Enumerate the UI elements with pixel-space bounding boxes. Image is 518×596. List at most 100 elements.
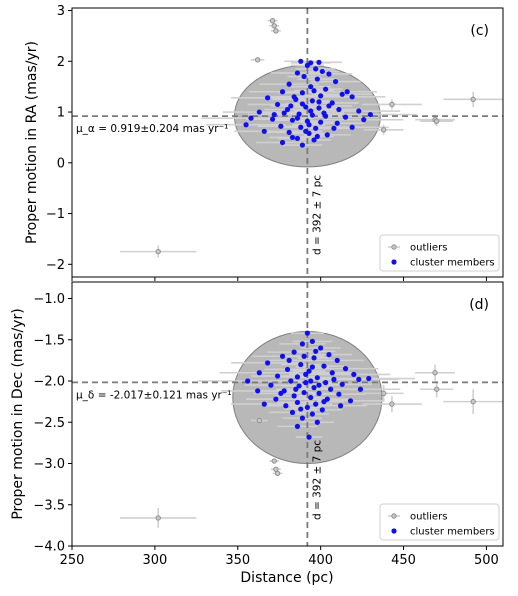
member-point bbox=[289, 409, 296, 415]
member-point bbox=[303, 104, 309, 110]
member-point bbox=[274, 101, 281, 108]
member-point bbox=[268, 382, 274, 388]
legend-member-marker bbox=[391, 259, 397, 265]
member-point bbox=[278, 390, 284, 396]
member-point bbox=[318, 345, 324, 351]
member-point bbox=[256, 370, 262, 376]
distance-annotation: d = 392 ± 7 pc bbox=[311, 440, 323, 520]
member-point bbox=[349, 124, 355, 130]
y-tick-label: −3.0 bbox=[33, 457, 65, 472]
member-point bbox=[245, 378, 251, 384]
legend-box bbox=[379, 503, 500, 541]
legend-outliers-label: outliers bbox=[410, 512, 447, 523]
member-point bbox=[311, 385, 317, 391]
member-point bbox=[329, 370, 335, 376]
y-tick-label: −4.0 bbox=[33, 540, 65, 555]
member-point bbox=[273, 396, 279, 402]
member-point bbox=[308, 84, 314, 90]
member-point bbox=[347, 398, 354, 404]
outlier-point bbox=[470, 398, 476, 405]
member-point bbox=[283, 403, 289, 409]
member-point bbox=[288, 378, 294, 384]
member-point bbox=[301, 353, 307, 359]
member-point bbox=[308, 378, 314, 384]
y-tick-label: 2 bbox=[57, 55, 65, 70]
member-point bbox=[349, 94, 355, 100]
y-tick-label: −2 bbox=[46, 258, 65, 273]
member-point bbox=[313, 348, 319, 354]
member-point bbox=[248, 115, 254, 121]
legend-members-label: cluster members bbox=[410, 527, 495, 538]
member-point bbox=[309, 98, 315, 104]
member-point bbox=[334, 120, 340, 126]
legend-outlier-marker bbox=[391, 244, 397, 250]
outlier-point bbox=[155, 248, 161, 255]
member-point bbox=[296, 111, 302, 117]
member-point bbox=[331, 376, 337, 382]
outlier-point bbox=[254, 57, 261, 63]
legend-outliers-label: outliers bbox=[410, 243, 447, 254]
member-point bbox=[356, 376, 362, 382]
member-point bbox=[356, 108, 362, 114]
member-point bbox=[301, 73, 307, 80]
x-tick-label: 250 bbox=[60, 553, 85, 568]
y-tick-label: −1.5 bbox=[33, 333, 65, 348]
member-point bbox=[284, 106, 291, 113]
member-point bbox=[255, 388, 261, 394]
outlier-point bbox=[432, 370, 438, 376]
panel-ra: −2 −1 0 1 2 3 Proper motion in RA (mas/yr) (c) μ… bbox=[24, 4, 504, 281]
member-point bbox=[361, 117, 367, 123]
y-tick-label: −3.5 bbox=[33, 498, 65, 513]
member-point bbox=[301, 389, 307, 396]
member-point bbox=[319, 407, 325, 413]
plot-area bbox=[72, 8, 503, 277]
member-point bbox=[331, 125, 337, 131]
member-point bbox=[321, 110, 327, 116]
member-point bbox=[299, 142, 306, 148]
legend-box bbox=[379, 234, 500, 272]
member-point bbox=[316, 382, 322, 388]
outlier-point bbox=[470, 96, 476, 103]
member-point bbox=[279, 139, 286, 146]
member-point bbox=[316, 99, 322, 105]
distance-annotation: d = 392 ± 7 pc bbox=[311, 175, 323, 255]
member-point bbox=[367, 111, 373, 118]
member-point bbox=[314, 76, 320, 82]
member-point bbox=[303, 380, 309, 386]
member-point bbox=[321, 399, 327, 405]
outlier-point bbox=[155, 515, 161, 521]
member-point bbox=[309, 411, 315, 417]
member-point bbox=[313, 401, 319, 407]
member-point bbox=[294, 115, 301, 121]
member-point bbox=[303, 371, 309, 377]
x-tick-label: 450 bbox=[391, 553, 416, 568]
member-point bbox=[286, 81, 292, 87]
member-point bbox=[298, 406, 304, 412]
member-point bbox=[265, 360, 271, 366]
member-point bbox=[304, 404, 310, 410]
member-point bbox=[336, 391, 342, 397]
member-point bbox=[316, 59, 322, 65]
member-point bbox=[284, 366, 291, 373]
member-point bbox=[337, 403, 344, 409]
member-point bbox=[298, 361, 304, 368]
x-tick-label: 350 bbox=[225, 553, 250, 568]
member-point bbox=[366, 375, 372, 382]
member-point bbox=[293, 386, 299, 392]
member-point bbox=[299, 341, 306, 347]
member-point bbox=[324, 132, 330, 138]
member-point bbox=[294, 399, 301, 406]
outlier-point bbox=[269, 17, 276, 24]
member-point bbox=[328, 386, 334, 392]
member-point bbox=[316, 390, 322, 396]
outlier-point bbox=[380, 390, 387, 397]
member-point bbox=[323, 380, 329, 386]
member-point bbox=[294, 70, 301, 76]
outlier-point bbox=[271, 458, 277, 464]
y-axis-label: Proper motion in RA (mas/yr) bbox=[24, 41, 40, 244]
outlier-point bbox=[389, 401, 395, 407]
y-tick-label: 0 bbox=[57, 156, 65, 171]
member-point bbox=[339, 91, 345, 97]
member-point bbox=[332, 78, 339, 85]
